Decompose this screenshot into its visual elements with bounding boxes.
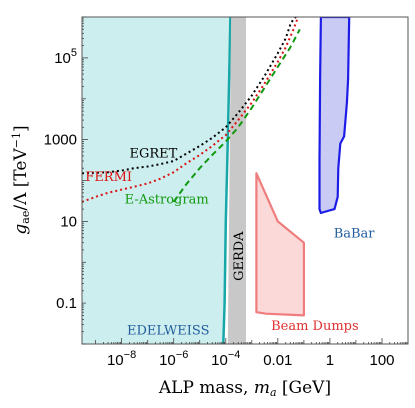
region-labels: EDELWEISS GERDA BaBar Beam Dumps EGRET FERMI E… [85,146,375,338]
y-axis-title: gae/Λ [TeV−1] [10,125,32,234]
x-axis-title: ALP mass, ma [GeV] [158,378,331,399]
x-tick-label: 10−6 [159,349,188,369]
x-axis-ticks: 10−8 10−6 10−4 0.01 1 100 [95,338,408,369]
label-babar: BaBar [334,227,376,242]
y-axis-ticks: 0.1 10 1000 105 [44,16,88,345]
region-babar [318,17,351,215]
label-e-astrogram: E-Astrogram [125,193,209,208]
region-edelweiss [82,17,231,344]
y-tick-label: 0.1 [56,295,77,312]
label-egret: EGRET [130,146,178,161]
x-tick-label: 100 [369,352,394,369]
label-edelweiss: EDELWEISS [127,324,209,339]
x-tick-label: 1 [326,352,334,369]
region-edelweiss-boundary [222,17,232,344]
label-beam-dumps: Beam Dumps [271,319,359,334]
label-gerda: GERDA [232,231,247,281]
exclusion-regions [82,17,351,344]
y-tick-label: 1000 [44,132,77,149]
x-tick-label: 10−4 [211,349,240,369]
region-beam-dumps [255,172,305,317]
y-tick-label: 10 [60,213,77,230]
y-tick-label: 105 [54,47,77,67]
label-fermi: FERMI [85,170,132,185]
region-gerda [227,17,246,344]
limit-curves [82,17,301,203]
series-e-astrogram [172,28,301,203]
x-tick-label: 10−8 [107,349,136,369]
x-tick-label: 0.01 [263,352,292,369]
series-fermi [82,17,300,203]
